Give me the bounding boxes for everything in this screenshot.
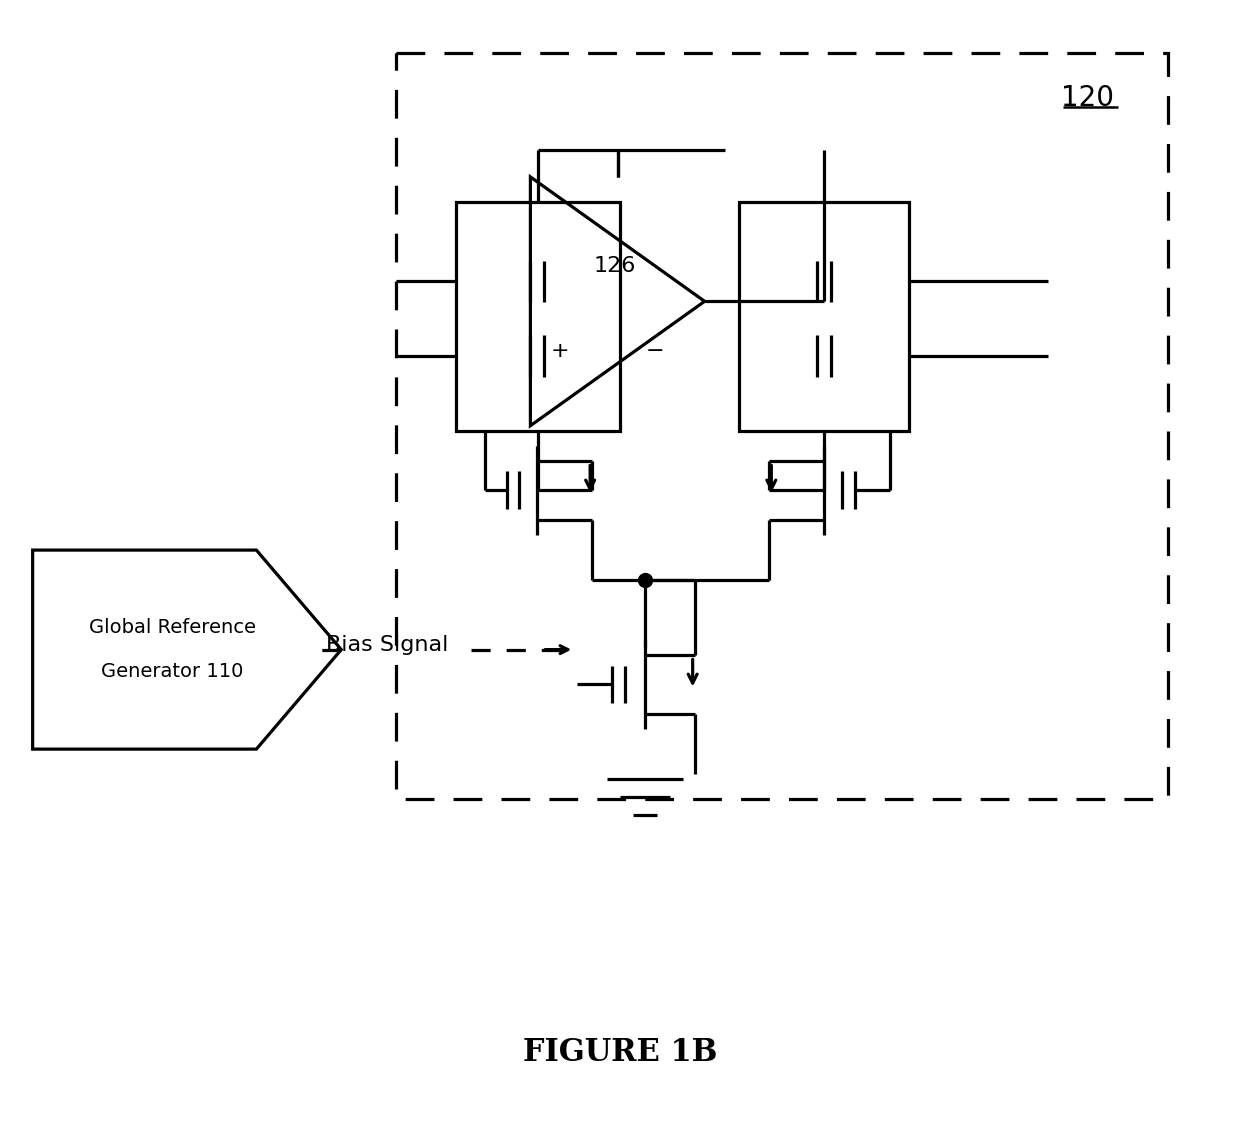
- Text: 120: 120: [1061, 84, 1115, 113]
- Bar: [396, 52, 1168, 799]
- Bar: [456, 201, 620, 430]
- Text: Bias Signal: Bias Signal: [326, 635, 449, 654]
- Text: +: +: [551, 341, 569, 361]
- Text: −: −: [646, 341, 665, 361]
- Text: FIGURE 1B: FIGURE 1B: [523, 1037, 717, 1069]
- Text: Generator 110: Generator 110: [100, 662, 243, 681]
- Bar: [739, 201, 909, 430]
- Text: Global Reference: Global Reference: [88, 618, 255, 637]
- Text: 126: 126: [594, 256, 636, 277]
